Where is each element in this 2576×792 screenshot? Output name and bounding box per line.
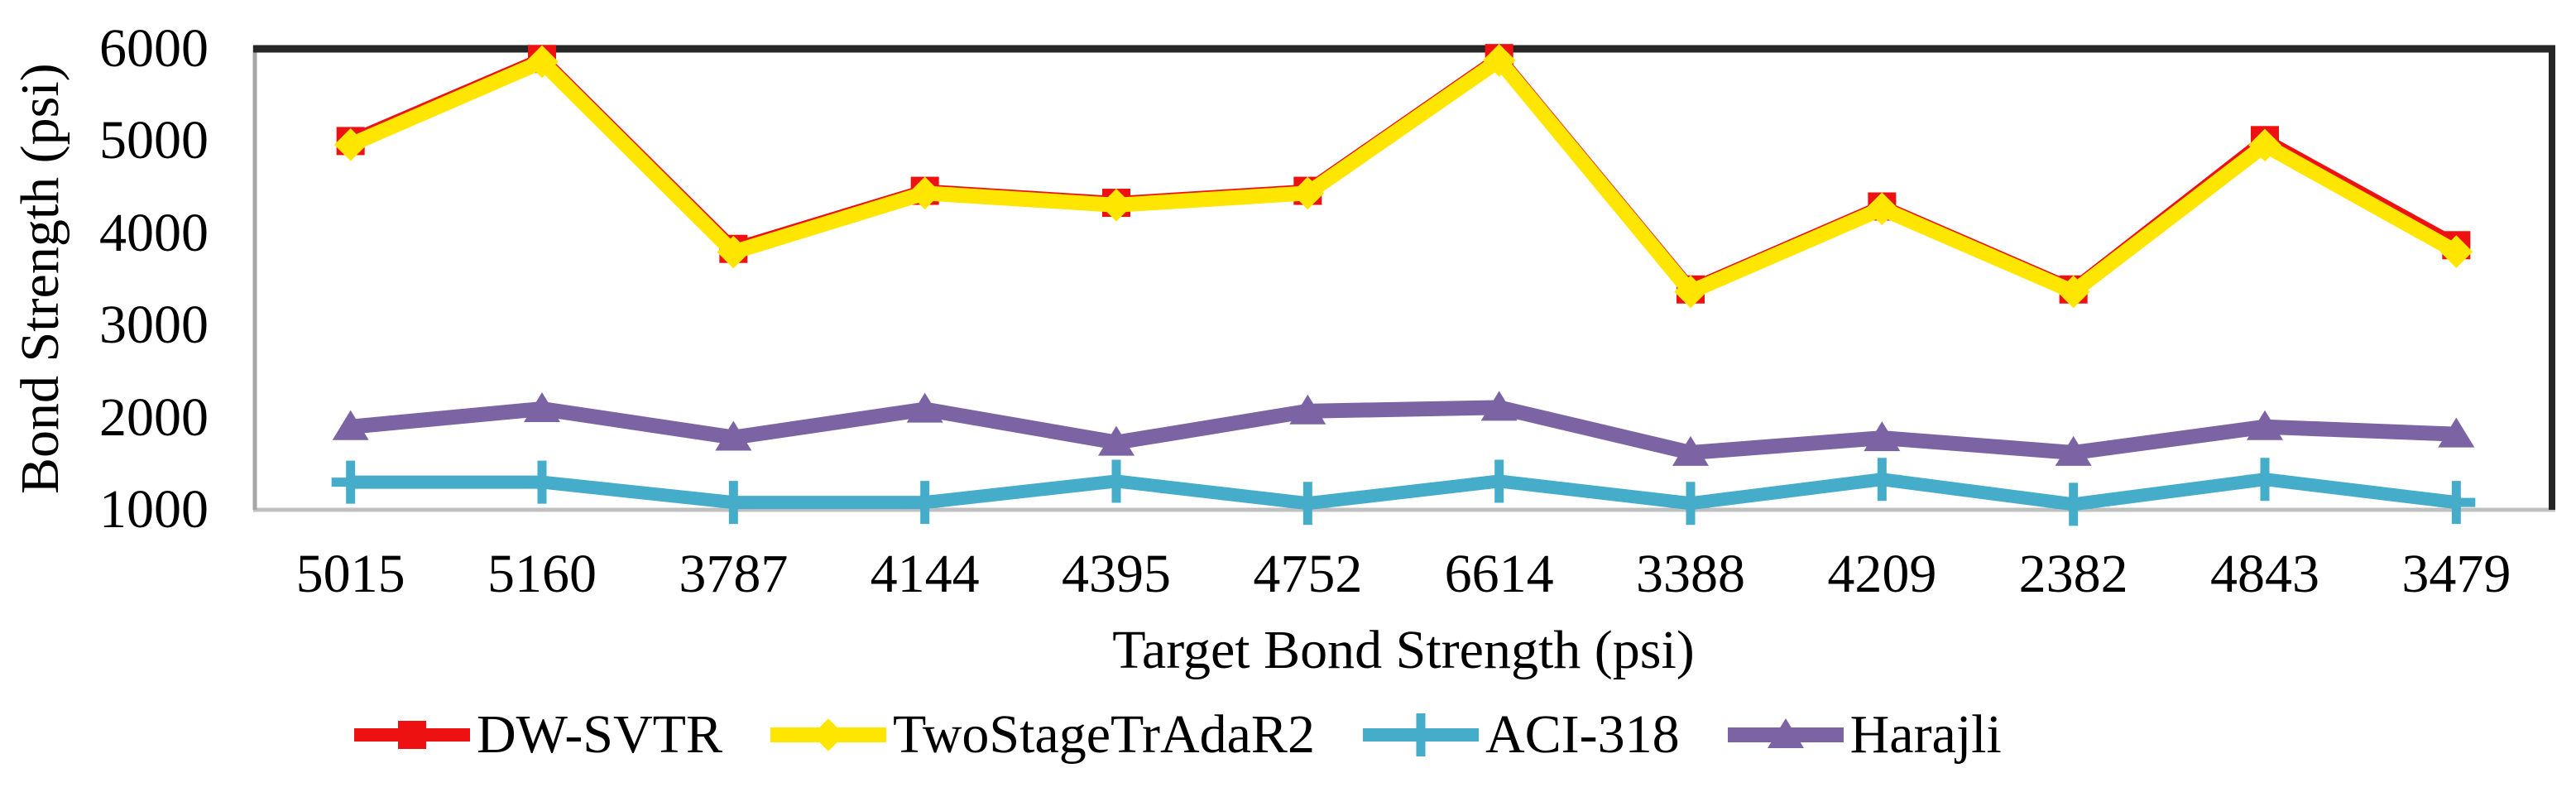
legend-item-Harajli: Harajli [1727,702,2002,768]
x-tick-label: 5160 [487,544,597,604]
series-Harajli-marker-triangle-icon [1480,391,1518,421]
series-Harajli-marker-triangle-icon [906,392,943,423]
legend-ACI-318-marker-plus-icon [1401,713,1440,756]
series-Harajli-marker-triangle-icon [524,392,560,423]
series-Harajli-marker-triangle-icon [1672,435,1709,466]
x-tick-label: 5015 [295,544,405,604]
series-TwoStageTrAdaR2-marker-diamond-icon [525,45,559,79]
x-tick-label: 2382 [2018,544,2128,604]
y-tick-label: 6000 [99,18,209,79]
series-ACI-318-marker-plus-icon [523,460,561,504]
series-ACI-318-marker-plus-icon [1097,459,1135,503]
series-line-ACI-318 [350,473,2458,511]
legend-sample-ACI-318 [1362,713,1479,756]
series-TwoStageTrAdaR2-marker-diamond-icon [717,235,751,269]
legend-TwoStageTrAdaR2-marker-diamond-icon [812,718,845,751]
series-Harajli-marker-triangle-icon [1289,394,1326,425]
x-tick-label: 4209 [1827,544,1937,604]
series-ACI-318-marker-plus-icon [1863,458,1902,502]
series-line-DW-SVTR [348,49,2460,298]
y-axis-title: Bond Strength (psi) [10,63,70,495]
series-TwoStageTrAdaR2-marker-diamond-icon [2056,275,2090,309]
legend-item-TwoStageTrAdaR2: TwoStageTrAdaR2 [770,702,1315,768]
x-tick-label: 3787 [679,544,789,604]
legend: DW-SVTR TwoStageTrAdaR2 ACI-318 Harajli [354,702,2002,768]
series-line-Harajli [349,400,2457,461]
legend-sample-Harajli [1727,718,1844,748]
series-ACI-318-marker-plus-icon [331,460,370,504]
legend-sample-TwoStageTrAdaR2 [770,718,886,751]
series-ACI-318-marker-plus-icon [2246,458,2284,502]
series-Harajli-marker-triangle-icon [1098,425,1134,456]
series-TwoStageTrAdaR2-marker-diamond-icon [2439,235,2473,268]
legend-label-DW-SVTR: DW-SVTR [477,704,722,765]
series-ACI-318-marker-plus-icon [2437,481,2476,525]
series-line-TwoStageTrAdaR2 [348,50,2460,301]
y-tick-label: 3000 [99,295,209,356]
legend-sample-DW-SVTR [354,721,470,749]
series-Harajli-marker-triangle-icon [1864,421,1901,452]
x-tick-label: 4395 [1062,544,1171,604]
series-Harajli-marker-triangle-icon [2438,417,2475,448]
x-tick-label: 3479 [2401,544,2511,604]
x-axis-title: Target Bond Strength (psi) [1112,620,1695,680]
legend-DW-SVTR-marker-square-icon [398,721,426,749]
series-Harajli-marker-triangle-icon [2055,435,2092,466]
series-ACI-318-marker-plus-icon [714,481,753,525]
legend-label-TwoStageTrAdaR2: TwoStageTrAdaR2 [893,704,1315,765]
series-TwoStageTrAdaR2-marker-diamond-icon [1865,192,1899,226]
series-ACI-318-marker-plus-icon [2054,482,2093,526]
series-Harajli-marker-triangle-icon [715,420,752,451]
series-ACI-318-marker-plus-icon [1288,482,1327,526]
y-tick-label: 1000 [99,479,209,540]
y-tick-label: 5000 [99,110,209,171]
legend-label-ACI-318: ACI-318 [1485,704,1680,765]
series-ACI-318-marker-plus-icon [1480,459,1518,503]
series-ACI-318-marker-plus-icon [1672,482,1710,526]
x-tick-label: 4144 [870,544,980,604]
legend-Harajli-marker-triangle-icon [1767,718,1804,748]
series-Harajli-marker-triangle-icon [332,410,369,440]
x-tick-label: 6614 [1444,544,1554,604]
y-tick-label: 2000 [99,386,209,448]
legend-item-DW-SVTR: DW-SVTR [354,702,722,768]
x-tick-label: 3388 [1636,544,1745,604]
x-tick-label: 4752 [1253,544,1363,604]
legend-item-ACI-318: ACI-318 [1362,702,1680,768]
series-Harajli-marker-triangle-icon [2247,410,2283,440]
x-tick-label: 4843 [2210,544,2319,604]
legend-label-Harajli: Harajli [1849,704,2002,765]
y-tick-label: 4000 [99,202,209,263]
series-TwoStageTrAdaR2-marker-diamond-icon [333,128,367,161]
series-TwoStageTrAdaR2-marker-diamond-icon [2248,128,2281,162]
series-ACI-318-marker-plus-icon [905,481,944,525]
